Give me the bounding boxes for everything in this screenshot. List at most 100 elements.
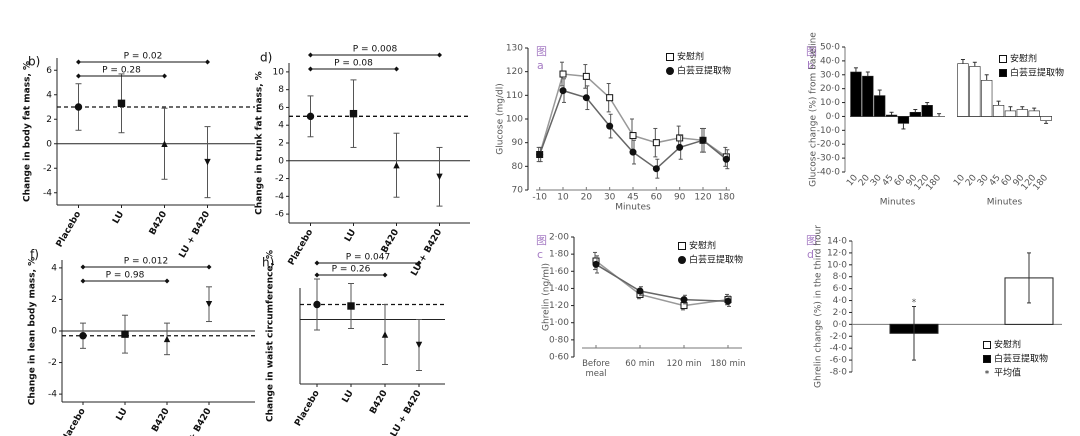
marker	[722, 155, 730, 163]
y-tick-label: 1·20	[549, 301, 569, 311]
y-tick-label: 1·80	[549, 250, 569, 260]
y-tick-label: -2	[275, 174, 284, 184]
marker	[676, 143, 684, 151]
legend-label: 安慰剂	[994, 339, 1021, 351]
x-axis-label: Minutes	[615, 203, 651, 213]
panel-label: c	[537, 248, 543, 261]
y-tick-label: -40·0	[817, 168, 841, 178]
mean-marker: *	[912, 298, 917, 308]
y-tick-label: -30·0	[817, 154, 841, 164]
y-axis-label: Change in lean body mass, %	[28, 257, 38, 405]
legend-label: 白芸豆提取物	[677, 65, 731, 77]
y-tick-label: -8·0	[829, 368, 847, 378]
x-tick-label-box: 180 min	[711, 359, 746, 369]
x-tick-label: Placebo	[59, 407, 88, 436]
x-tick-label: 10	[557, 193, 569, 203]
y-tick-label: 8	[278, 85, 284, 95]
y-tick-label: 50·0	[820, 43, 840, 53]
x-tick-label: 60	[651, 193, 663, 203]
y-tick-label: 2	[278, 139, 284, 149]
marker	[436, 173, 443, 180]
y-tick-label: -4	[48, 390, 57, 400]
legend-marker	[666, 67, 674, 75]
bar	[1004, 110, 1017, 117]
bar	[850, 71, 862, 117]
bar	[874, 95, 886, 117]
y-tick-label: 10	[273, 67, 285, 77]
bar	[909, 111, 921, 117]
legend-label: 平均值	[994, 367, 1021, 379]
x-tick-label: LU	[343, 228, 358, 244]
marker	[313, 300, 321, 309]
x-tick-label: B420	[150, 407, 171, 434]
y-tick-label: 0·0	[833, 320, 848, 330]
bar	[862, 75, 874, 117]
legend-swatch	[999, 69, 1007, 77]
x-tick-label: LU + B420	[178, 210, 213, 260]
panel-label: f)	[30, 248, 39, 262]
marker	[680, 296, 688, 304]
x-tick-label: 20	[581, 193, 593, 203]
bracket-end	[162, 73, 167, 79]
y-tick-label: -2	[43, 164, 52, 174]
legend-marker	[666, 53, 674, 61]
y-tick-label: 6·0	[833, 284, 848, 294]
x-tick-label-box: 60 min	[625, 359, 655, 369]
x-axis-label: Minutes	[880, 198, 916, 208]
y-tick-label: 6	[278, 103, 284, 113]
y-tick-label: 12·0	[827, 248, 847, 258]
marker	[652, 165, 660, 173]
p-value: P = 0.047	[346, 253, 390, 263]
series-line	[595, 260, 729, 307]
x-tick-label: B420	[380, 228, 401, 255]
x-tick-label: LU + B420	[410, 228, 445, 278]
panel-label: h)	[262, 256, 274, 270]
x-tick-label: 60 min	[625, 359, 655, 369]
legend-label: 白芸豆提取物	[994, 353, 1048, 365]
marker	[161, 140, 168, 147]
p-value: P = 0.98	[106, 271, 145, 281]
marker	[724, 297, 732, 305]
bracket-end	[76, 59, 81, 65]
y-tick-label: 4·0	[833, 296, 848, 306]
marker	[381, 331, 389, 338]
bar	[1016, 109, 1028, 117]
bracket-end	[205, 59, 210, 65]
y-tick-label: 0	[46, 139, 52, 149]
y-tick-label: -4	[43, 188, 52, 198]
p-value: P = 0.26	[332, 265, 371, 275]
panel-label: a	[537, 59, 544, 72]
x-tick-label: -10	[532, 193, 547, 203]
legend-marker	[678, 242, 686, 250]
y-tick-label: -6	[275, 210, 284, 220]
panel-label: b)	[28, 55, 40, 69]
legend-label: 安慰剂	[677, 51, 704, 63]
y-tick-label: 6	[46, 66, 52, 76]
figure-label: 图	[806, 234, 817, 247]
bracket-end	[437, 52, 442, 58]
p-value: P = 0.28	[102, 66, 141, 76]
bar	[992, 105, 1005, 117]
y-tick-label: 4	[278, 121, 284, 131]
legend-swatch	[983, 355, 991, 363]
y-tick-label: 1·40	[549, 284, 569, 294]
y-tick-label: 130	[506, 44, 523, 54]
bar	[957, 63, 969, 117]
x-tick-label: LU	[111, 210, 126, 226]
marker	[699, 136, 707, 144]
legend-label: 白芸豆提取物	[689, 254, 743, 266]
y-axis-label: Change in body fat mass, %	[23, 61, 33, 202]
x-tick-label: Placebo	[55, 210, 84, 249]
y-tick-label: -2·0	[829, 332, 847, 342]
bracket-end	[80, 278, 86, 284]
panel-label: b	[807, 59, 814, 72]
y-tick-label: 0·0	[826, 112, 841, 122]
legend-marker	[678, 256, 686, 264]
marker	[117, 99, 126, 108]
bracket-end	[164, 278, 170, 284]
legend-label: 安慰剂	[689, 240, 716, 252]
p-value: P = 0.08	[334, 59, 373, 69]
bar	[969, 66, 981, 117]
figure-label: 图	[536, 45, 547, 58]
